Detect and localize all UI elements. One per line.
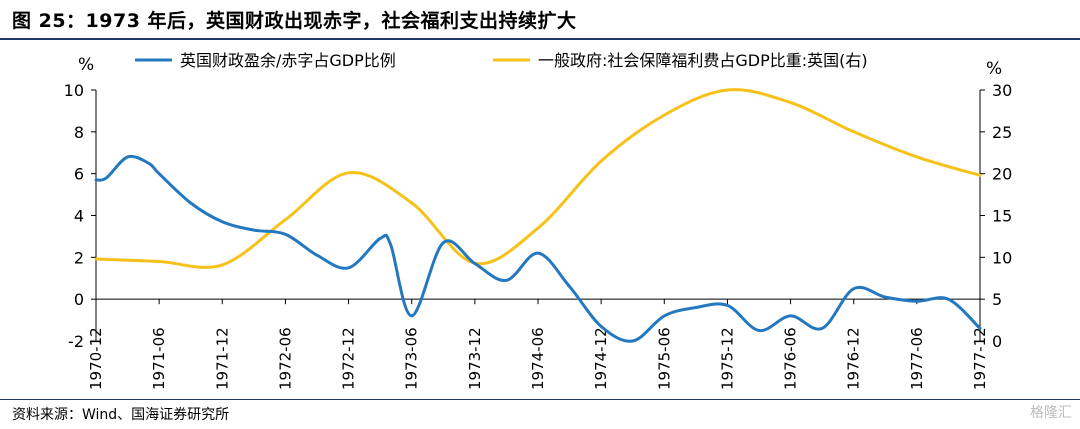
left-tick-label: 0 <box>74 290 84 309</box>
x-tick-label: 1975-06 <box>655 327 673 390</box>
source-rule <box>0 399 1080 400</box>
x-tick-label: 1976-12 <box>845 327 863 390</box>
series-lines <box>94 88 982 343</box>
left-axis-unit: % <box>78 55 94 75</box>
watermark: 格隆汇 <box>1030 405 1072 421</box>
deficit-series-line <box>94 154 982 343</box>
x-tick-label: 1972-12 <box>340 327 358 390</box>
x-tick-label: 1976-06 <box>782 327 800 390</box>
x-tick-label: 1973-12 <box>466 327 484 390</box>
right-tick-label: 30 <box>992 81 1012 100</box>
left-tick-label: 6 <box>74 165 84 184</box>
right-tick-label: 25 <box>992 123 1012 142</box>
legend-label-welfare: 一般政府:社会保障福利费占GDP比重:英国(右) <box>538 51 868 70</box>
left-tick-label: 10 <box>64 81 84 100</box>
right-tick-label: 0 <box>992 332 1002 351</box>
x-tick-label: 1970-12 <box>87 327 105 390</box>
x-tick-label: 1977-12 <box>971 327 989 390</box>
right-tick-label: 20 <box>992 165 1012 184</box>
right-tick-label: 5 <box>992 290 1002 309</box>
x-tick-label: 1975-12 <box>718 327 736 390</box>
title-rule <box>0 38 1080 40</box>
left-tick-label: 8 <box>74 123 84 142</box>
right-axis-unit: % <box>986 59 1002 79</box>
legend: 英国财政盈余/赤字占GDP比例 一般政府:社会保障福利费占GDP比重:英国(右) <box>135 51 868 70</box>
left-tick-label: -2 <box>68 332 84 351</box>
x-tick-label: 1973-06 <box>403 327 421 390</box>
x-tick-label: 1971-12 <box>213 327 231 390</box>
x-tick-label: 1972-06 <box>276 327 294 390</box>
legend-label-deficit: 英国财政盈余/赤字占GDP比例 <box>180 51 396 70</box>
right-tick-label: 15 <box>992 207 1012 226</box>
x-tick-label: 1974-12 <box>592 327 610 390</box>
left-tick-label: 2 <box>74 248 84 267</box>
x-tick-label: 1977-06 <box>908 327 926 390</box>
welfare-series-line <box>94 88 982 269</box>
left-tick-label: 4 <box>74 207 84 226</box>
figure-title: 图 25：1973 年后，英国财政出现赤字，社会福利支出持续扩大 <box>12 10 577 32</box>
axes: -2 0 2 4 6 8 10 0 5 10 15 20 25 30 1970-12 1971-06 1971-… <box>64 81 1013 390</box>
chart: 英国财政盈余/赤字占GDP比例 一般政府:社会保障福利费占GDP比重:英国(右)… <box>64 51 1013 390</box>
x-tick-label: 1971-06 <box>150 327 168 390</box>
source-note: 资料来源：Wind、国海证券研究所 <box>12 407 230 423</box>
right-tick-label: 10 <box>992 248 1012 267</box>
x-tick-label: 1974-06 <box>529 327 547 390</box>
